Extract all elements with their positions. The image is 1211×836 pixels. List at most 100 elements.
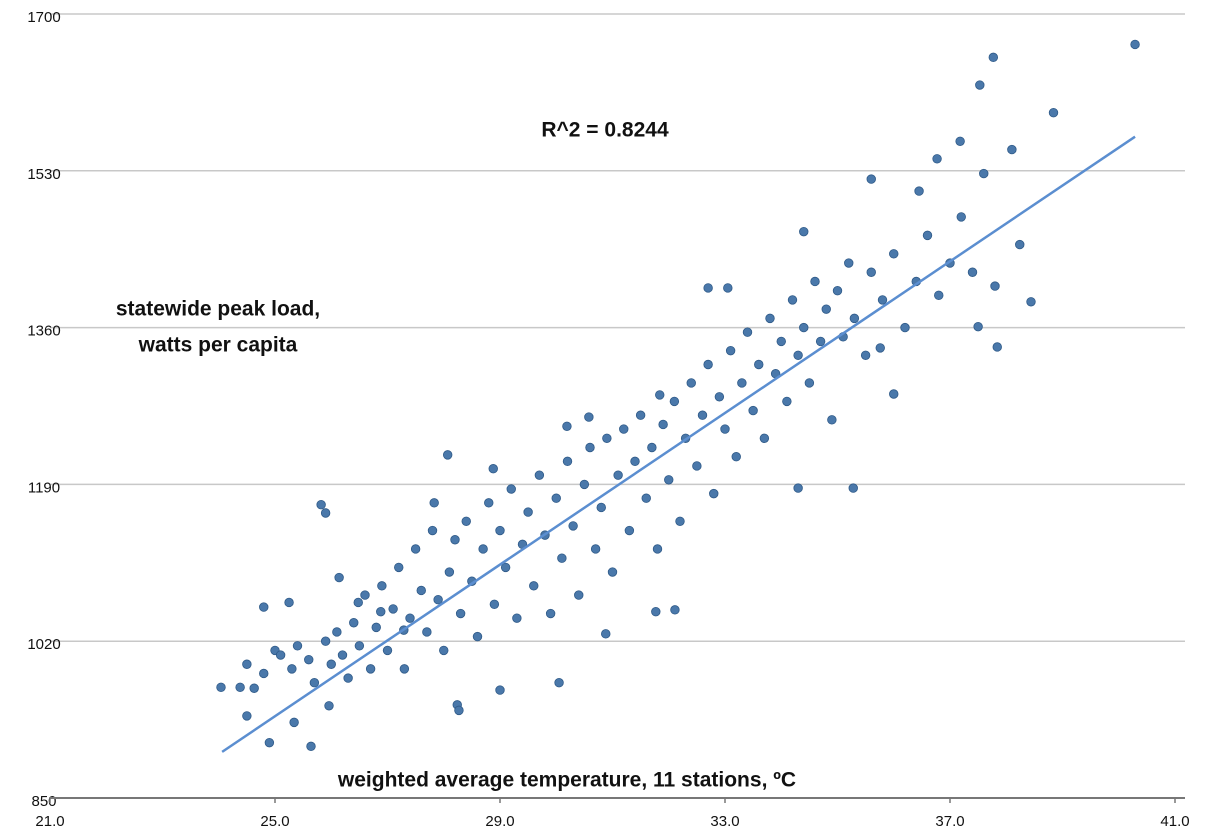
- point: [932, 154, 942, 164]
- point: [488, 464, 498, 474]
- point: [489, 599, 500, 610]
- point: [810, 276, 820, 287]
- point: [848, 483, 858, 493]
- point: [720, 424, 730, 434]
- point: [306, 741, 316, 752]
- point: [860, 350, 871, 360]
- point: [557, 553, 567, 563]
- point: [793, 483, 803, 493]
- y-axis-label: watts per capita: [138, 334, 298, 357]
- point: [975, 80, 985, 90]
- y-axis-label: statewide peak load,: [116, 298, 320, 321]
- point: [353, 597, 363, 608]
- point: [754, 359, 764, 370]
- point: [624, 525, 635, 536]
- point: [332, 627, 342, 637]
- point: [1015, 239, 1025, 250]
- point: [670, 605, 680, 615]
- point: [399, 664, 410, 674]
- point: [562, 421, 572, 431]
- y-tick-label: 1020: [27, 636, 60, 653]
- point: [596, 502, 606, 513]
- point: [804, 378, 815, 388]
- point: [377, 581, 387, 591]
- point: [405, 613, 415, 623]
- point: [324, 701, 334, 711]
- point: [442, 450, 453, 460]
- point: [675, 516, 685, 526]
- point: [799, 322, 809, 333]
- point: [703, 283, 713, 293]
- point: [652, 544, 663, 554]
- point: [584, 412, 594, 422]
- point: [590, 544, 601, 554]
- point: [1130, 39, 1140, 50]
- point: [388, 604, 398, 614]
- point: [444, 567, 455, 577]
- point: [450, 535, 460, 545]
- point: [478, 544, 488, 554]
- point: [235, 682, 245, 693]
- point: [495, 525, 505, 536]
- point: [216, 682, 226, 693]
- point: [759, 433, 770, 443]
- y-tick-label: 1190: [28, 479, 60, 496]
- point: [472, 631, 483, 642]
- point: [900, 322, 910, 333]
- point: [607, 567, 618, 577]
- point: [249, 683, 259, 693]
- x-tick-label: 33.0: [710, 813, 739, 830]
- point: [304, 654, 314, 665]
- annotation: R^2 = 0.8244: [541, 119, 669, 142]
- point: [1026, 297, 1036, 307]
- point: [866, 174, 876, 184]
- point: [289, 717, 299, 728]
- x-tick-label: 21.0: [35, 813, 64, 830]
- point: [889, 249, 899, 259]
- point: [585, 442, 595, 453]
- point: [709, 488, 719, 499]
- point: [844, 258, 854, 268]
- point: [579, 479, 590, 490]
- x-axis-label: weighted average temperature, 11 station…: [337, 769, 796, 792]
- point: [742, 327, 753, 337]
- point: [955, 136, 965, 146]
- point: [655, 390, 665, 400]
- point: [973, 321, 983, 332]
- point: [793, 350, 803, 360]
- point: [275, 650, 286, 660]
- point: [782, 396, 792, 407]
- point: [376, 606, 386, 617]
- point: [647, 442, 657, 453]
- point: [365, 664, 376, 674]
- x-tick-label: 29.0: [485, 813, 514, 830]
- x-tick-label: 41.0: [1160, 813, 1189, 830]
- point: [737, 378, 747, 388]
- point: [500, 562, 511, 573]
- point: [692, 461, 702, 471]
- point: [697, 410, 708, 420]
- point: [382, 645, 393, 656]
- point: [619, 424, 629, 434]
- point: [292, 641, 303, 651]
- point: [799, 226, 809, 237]
- point: [337, 650, 348, 660]
- point: [922, 230, 933, 241]
- point: [554, 678, 564, 688]
- point: [320, 636, 331, 646]
- point: [787, 295, 798, 305]
- point: [725, 345, 736, 356]
- point: [979, 168, 989, 179]
- point: [551, 493, 561, 503]
- point: [284, 597, 294, 608]
- point: [461, 516, 471, 526]
- point: [484, 498, 494, 508]
- point: [731, 452, 741, 462]
- point: [326, 659, 336, 669]
- point: [990, 281, 1000, 291]
- point: [664, 475, 674, 485]
- point: [410, 544, 421, 554]
- point: [242, 659, 252, 669]
- point: [669, 396, 680, 407]
- point: [658, 419, 668, 430]
